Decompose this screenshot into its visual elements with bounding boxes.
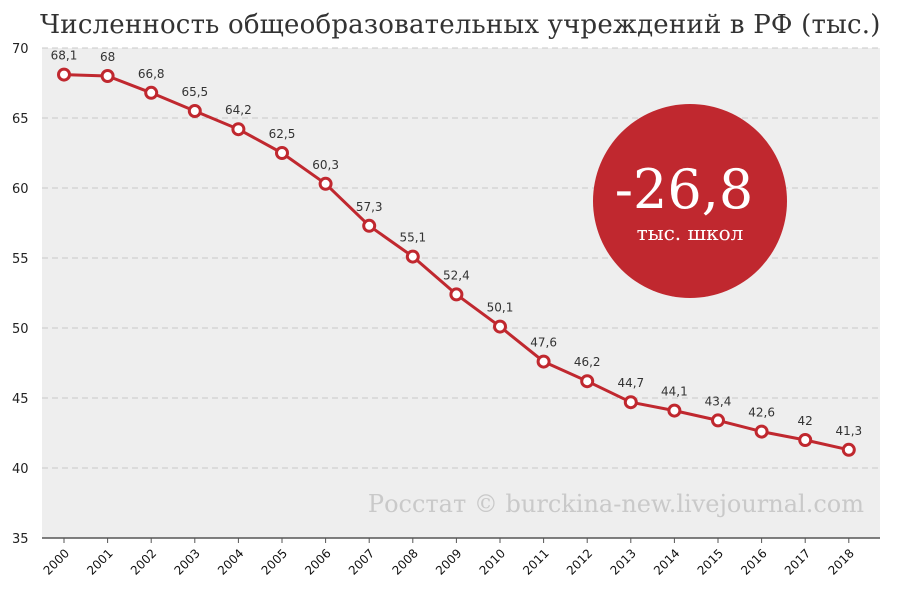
decline-badge: -26,8 тыс. школ [593,104,787,298]
data-point [57,67,71,82]
data-label: 46,2 [574,355,601,369]
data-label: 68 [100,50,115,64]
data-point [711,413,725,428]
data-point [405,249,420,264]
data-point [623,395,638,410]
data-label: 66,8 [138,67,165,81]
x-tick-label: 2000 [41,546,72,577]
data-point [144,85,159,100]
x-tick-label: 2017 [782,546,813,577]
x-tick-label: 2002 [128,546,159,577]
data-point [580,374,595,389]
x-tick-label: 2018 [825,546,856,577]
data-point [231,122,246,137]
data-point [362,218,377,233]
y-tick-label: 60 [12,182,29,197]
x-tick-label: 2016 [738,546,769,577]
x-tick-label: 2012 [564,546,595,577]
x-tick-label: 2011 [520,546,551,577]
data-label: 42,6 [748,406,775,420]
data-label: 65,5 [181,85,208,99]
data-label: 62,5 [269,127,296,141]
data-label: 43,4 [705,394,732,408]
x-tick-label: 2010 [477,546,508,577]
data-label: 57,3 [356,200,383,214]
x-tick-label: 2003 [171,546,202,577]
data-label: 42 [798,414,813,428]
y-tick-label: 55 [12,252,29,267]
data-label: 47,6 [530,336,557,350]
data-point [667,403,682,418]
data-point [493,319,507,334]
data-point [187,104,202,118]
data-label: 52,4 [443,268,470,282]
y-tick-label: 70 [12,42,29,57]
data-label: 41,3 [835,424,862,438]
data-point [754,424,769,439]
x-tick-label: 2008 [389,546,420,577]
x-tick-label: 2014 [651,546,682,577]
series-layer [57,67,856,457]
data-point [841,442,856,457]
data-label: 50,1 [487,301,514,315]
data-labels: 68,1 68 66,8 65,5 64,2 62,5 60,3 57,3 55,1 52,4 50… [51,49,863,438]
badge-circle [593,104,787,298]
data-point [275,146,289,160]
x-tick-label: 2007 [346,546,377,577]
data-label: 60,3 [312,158,339,172]
data-label: 68,1 [51,49,78,63]
x-tick-label: 2009 [433,546,464,577]
x-tick-label: 2001 [84,546,115,577]
y-tick-label: 50 [12,322,29,337]
x-tick-label: 2015 [695,546,726,577]
data-label: 44,7 [617,376,644,390]
badge-value: -26,8 [615,158,753,221]
y-tick-label: 35 [12,532,29,547]
x-tick-label: 2005 [259,546,290,577]
data-point [449,287,464,302]
y-tick-label: 40 [12,462,29,477]
data-point [100,69,115,83]
y-tick-label: 65 [12,112,29,127]
y-tick-label: 45 [12,392,29,407]
chart-title: Численность общеобразовательных учрежден… [40,10,881,40]
data-label: 44,1 [661,385,688,399]
badge-unit: тыс. школ [637,221,744,245]
data-point [798,433,813,447]
data-point [536,354,551,369]
x-tick-label: 2013 [607,546,638,577]
data-label: 64,2 [225,103,252,117]
watermark: Росстат © burckina-new.livejournal.com [368,490,864,518]
x-tick-label: 2004 [215,546,246,577]
x-tick-label: 2006 [302,546,333,577]
data-point [318,176,333,191]
data-label: 55,1 [399,231,426,245]
